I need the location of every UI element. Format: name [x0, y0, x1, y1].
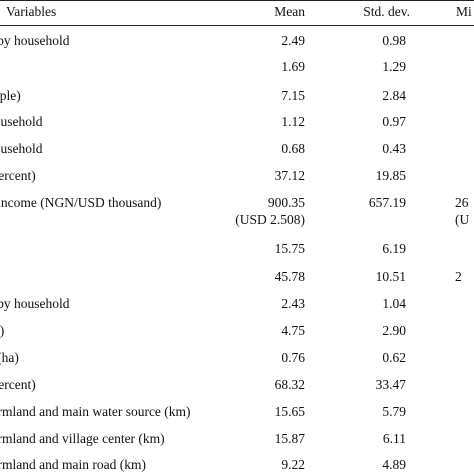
mean-value: 68.32: [274, 377, 305, 392]
mean-value: 900.35 (USD 2.508): [235, 194, 305, 228]
mean-value: 15.87: [274, 431, 305, 446]
header-rule: [0, 25, 474, 26]
mean-value: 15.75: [274, 241, 305, 256]
row-label: farmland and main road (km): [0, 457, 146, 472]
row-label: d by household: [0, 296, 70, 311]
mean-value: 2.43: [281, 296, 305, 311]
std-dev-value: 0.97: [382, 114, 406, 129]
mean-value-ngn: 900.35: [267, 195, 305, 210]
min-value-usd: (U: [455, 212, 470, 227]
mean-value: 1.12: [281, 114, 305, 129]
mean-value: 15.65: [274, 404, 305, 419]
mean-value: 9.22: [281, 457, 305, 472]
std-dev-value: 19.85: [375, 168, 406, 183]
header-variables: Variables: [6, 4, 57, 19]
mean-value: 0.68: [281, 141, 305, 156]
std-dev-value: 0.43: [382, 141, 406, 156]
table-top-rule: [0, 0, 474, 1]
mean-value: 45.78: [274, 269, 305, 284]
min-value: 2: [455, 269, 462, 284]
row-label: d income (NGN/USD thousand): [0, 195, 162, 210]
mean-value: 4.75: [281, 323, 305, 338]
row-label: eople): [0, 88, 21, 103]
std-dev-value: 6.19: [382, 241, 406, 256]
std-dev-value: 1.04: [382, 296, 406, 311]
row-label: ha): [0, 323, 5, 338]
mean-value: 1.69: [281, 59, 305, 74]
row-label: n (ha): [0, 350, 19, 365]
mean-value: 7.15: [281, 88, 305, 103]
row-label: (percent): [0, 377, 36, 392]
row-label: farmland and village center (km): [0, 431, 165, 446]
std-dev-value: 5.79: [382, 404, 406, 419]
min-value: 26 (U: [455, 194, 469, 228]
header-min: Mi: [456, 4, 472, 19]
std-dev-value: 10.51: [375, 269, 406, 284]
std-dev-value: 1.29: [382, 59, 406, 74]
min-value-ngn: 26: [455, 195, 469, 210]
std-dev-value: 33.47: [375, 377, 406, 392]
row-label: farmland and main water source (km): [0, 404, 191, 419]
std-dev-value: 657.19: [368, 195, 406, 210]
row-label: household: [0, 141, 43, 156]
std-dev-value: 6.11: [382, 431, 406, 446]
mean-value: 0.76: [281, 350, 305, 365]
header-std-dev: Std. dev.: [363, 4, 410, 19]
std-dev-value: 2.90: [382, 323, 406, 338]
row-label: d by household: [0, 33, 70, 48]
std-dev-value: 4.89: [382, 457, 406, 472]
mean-value-usd: (USD 2.508): [235, 212, 305, 227]
row-label: (percent): [0, 168, 36, 183]
header-mean: Mean: [274, 4, 305, 19]
std-dev-value: 0.62: [382, 350, 406, 365]
row-label: household: [0, 114, 43, 129]
std-dev-value: 0.98: [382, 33, 406, 48]
std-dev-value: 2.84: [382, 88, 406, 103]
mean-value: 37.12: [274, 168, 305, 183]
mean-value: 2.49: [281, 33, 305, 48]
